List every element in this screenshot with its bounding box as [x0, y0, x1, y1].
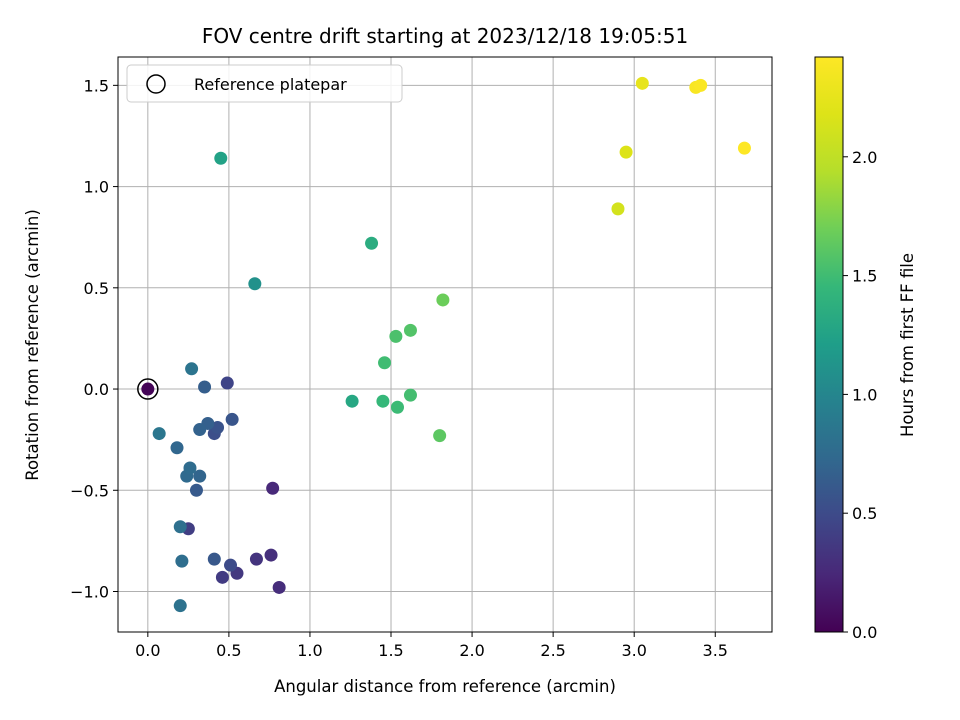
colorbar-gradient — [815, 57, 843, 632]
y-axis-label: Rotation from reference (arcmin) — [23, 209, 42, 481]
scatter-point — [433, 429, 447, 443]
x-tick-label: 2.0 — [459, 641, 484, 660]
scatter-point — [266, 481, 280, 495]
x-tick-label: 0.5 — [216, 641, 241, 660]
colorbar-tick-label: 0.0 — [852, 623, 877, 642]
scatter-points — [141, 76, 751, 613]
colorbar-tick-label: 1.0 — [852, 385, 877, 404]
y-tick-label: 1.5 — [84, 76, 109, 95]
x-tick-label: 2.5 — [540, 641, 565, 660]
scatter-point — [175, 554, 189, 568]
scatter-point — [189, 483, 203, 497]
scatter-point — [611, 202, 625, 216]
plot-frame — [117, 56, 773, 633]
colorbar-frame — [814, 56, 844, 633]
scatter-point — [389, 329, 403, 343]
scatter-point — [173, 599, 187, 613]
y-axis-ticks: −1.0 −0.5 0.0 0.5 1.0 1.5 — [70, 76, 118, 602]
x-axis-label: Angular distance from reference (arcmin) — [274, 677, 616, 696]
x-axis-ticks: 0.0 0.5 1.0 1.5 2.0 2.5 3.0 3.5 — [135, 632, 728, 660]
scatter-point — [170, 441, 184, 455]
legend-marker-reference — [146, 74, 166, 94]
colorbar-tick-label: 1.5 — [852, 267, 877, 286]
colorbar: 0.0 0.5 1.0 1.5 2.0 Hours from first FF file — [814, 56, 917, 642]
colorbar-label: Hours from first FF file — [898, 253, 917, 437]
scatter-point — [249, 552, 263, 566]
scatter-point — [173, 520, 187, 534]
colorbar-tick-label: 2.0 — [852, 148, 877, 167]
y-tick-label: −1.0 — [70, 583, 109, 602]
x-tick-label: 1.0 — [297, 641, 322, 660]
scatter-point — [436, 293, 450, 307]
scatter-point — [225, 412, 239, 426]
scatter-point — [185, 362, 199, 376]
scatter-point — [403, 323, 417, 337]
legend-box — [126, 64, 403, 103]
scatter-point — [214, 151, 228, 165]
scatter-point — [376, 394, 390, 408]
scatter-point — [183, 461, 197, 475]
scatter-point — [193, 469, 207, 483]
legend: Reference platepar — [126, 64, 403, 103]
scatter-point — [365, 236, 379, 250]
scatter-point — [248, 277, 262, 291]
y-tick-label: 0.0 — [84, 380, 109, 399]
plot-area: 0.0 0.5 1.0 1.5 2.0 2.5 3.0 3.5 −1.0 −0.5 0.0 0.5 1… — [70, 56, 773, 660]
scatter-point — [215, 570, 229, 584]
scatter-point — [378, 356, 392, 370]
scatter-point — [390, 400, 404, 414]
scatter-point — [211, 421, 225, 435]
plot-background — [118, 57, 772, 632]
reference-platepar-marker — [137, 378, 159, 400]
y-tick-label: 0.5 — [84, 279, 109, 298]
chart-title: FOV centre drift starting at 2023/12/18 … — [202, 24, 688, 48]
scatter-point — [207, 552, 221, 566]
scatter-point — [220, 376, 234, 390]
scatter-point — [224, 558, 238, 572]
scatter-point — [264, 548, 278, 562]
legend-entry-reference: Reference platepar — [194, 75, 347, 94]
scatter-point — [694, 78, 708, 92]
scatter-point — [272, 580, 286, 594]
y-tick-label: −0.5 — [70, 481, 109, 500]
y-tick-label: 1.0 — [84, 178, 109, 197]
x-tick-label: 1.5 — [378, 641, 403, 660]
colorbar-tick-label: 0.5 — [852, 504, 877, 523]
scatter-point — [152, 427, 166, 441]
reference-layer — [137, 378, 159, 400]
scatter-point — [193, 423, 207, 437]
scatter-point — [737, 141, 751, 155]
scatter-point — [141, 382, 155, 396]
x-tick-label: 0.0 — [135, 641, 160, 660]
scatter-point — [345, 394, 359, 408]
scatter-point — [619, 145, 633, 159]
x-tick-label: 3.5 — [703, 641, 728, 660]
x-tick-label: 3.0 — [621, 641, 646, 660]
colorbar-ticks: 0.0 0.5 1.0 1.5 2.0 — [843, 148, 877, 642]
scatter-point — [198, 380, 212, 394]
scatter-point — [403, 388, 417, 402]
scatter-point — [635, 76, 649, 90]
